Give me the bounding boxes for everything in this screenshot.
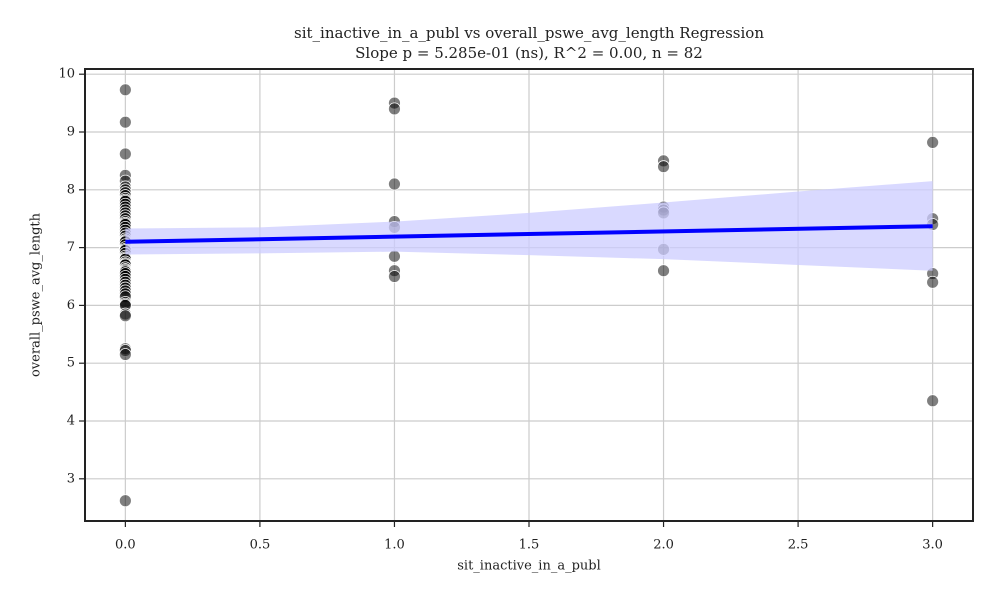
- x-tick-label: 1.0: [384, 538, 405, 553]
- point: [388, 102, 401, 116]
- plot-frame: [84, 68, 974, 522]
- y-tick-label: 3: [67, 471, 75, 486]
- chart-subtitle: Slope p = 5.285e-01 (ns), R^2 = 0.00, n …: [355, 44, 703, 62]
- y-tick-label: 6: [67, 298, 75, 313]
- point: [118, 115, 132, 129]
- x-tick-label: 0.0: [115, 538, 136, 553]
- y-tick-label: 7: [67, 240, 75, 255]
- x-axis-label: sit_inactive_in_a_publ: [457, 559, 601, 574]
- x-tick-label: 1.5: [519, 538, 540, 553]
- point: [388, 249, 401, 263]
- chart-title: sit_inactive_in_a_publ vs overall_pswe_a…: [294, 24, 764, 42]
- point: [118, 309, 132, 323]
- point: [118, 348, 132, 361]
- x-tick-label: 3.0: [922, 538, 943, 553]
- y-tick-label: 10: [58, 67, 75, 82]
- y-axis-label: overall_pswe_avg_length: [29, 212, 44, 377]
- point: [926, 136, 940, 149]
- confidence-band: [125, 181, 933, 271]
- x-tick-label: 2.0: [653, 538, 674, 553]
- point: [118, 83, 132, 97]
- x-tick-label: 0.5: [250, 538, 271, 553]
- point: [657, 264, 670, 278]
- regression-line: [125, 224, 933, 244]
- y-tick-label: 5: [67, 356, 75, 371]
- point: [118, 494, 132, 508]
- point: [926, 394, 940, 408]
- y-tick-label: 9: [67, 125, 75, 140]
- y-tick-label: 4: [67, 414, 75, 429]
- point: [388, 270, 401, 283]
- point: [926, 275, 940, 289]
- point: [118, 147, 132, 161]
- point: [657, 160, 670, 174]
- y-tick-label: 8: [67, 182, 75, 197]
- x-tick-label: 2.5: [788, 538, 809, 553]
- point: [388, 177, 401, 191]
